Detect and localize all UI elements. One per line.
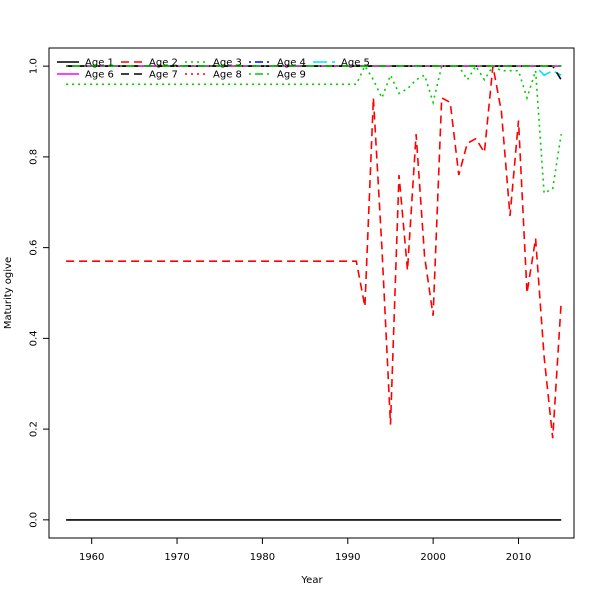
series-line-age-2 bbox=[66, 65, 562, 439]
x-tick-label: 2000 bbox=[420, 552, 445, 563]
legend-label-age-1: Age 1 bbox=[85, 58, 114, 69]
legend-label-age-6: Age 6 bbox=[85, 70, 114, 81]
legend-label-age-2: Age 2 bbox=[149, 58, 178, 69]
y-tick-label: 1.0 bbox=[29, 58, 40, 74]
legend-label-age-9: Age 9 bbox=[277, 70, 306, 81]
plot-box bbox=[48, 47, 575, 539]
legend-label-age-7: Age 7 bbox=[149, 70, 178, 81]
series-layer bbox=[66, 64, 562, 521]
legend: Age 1 Age 2 Age 3 Age 4 Age 5 Age 6 Age 7 Age 8… bbox=[57, 58, 370, 81]
y-axis-title: Maturity ogive bbox=[3, 257, 14, 329]
y-tick-label: 0.4 bbox=[29, 330, 40, 346]
x-axis: 1960 1970 1980 1990 2000 2010 bbox=[79, 538, 531, 563]
y-axis: 0.0 0.2 0.4 0.6 0.8 1.0 bbox=[29, 58, 49, 528]
legend-label-age-4: Age 4 bbox=[277, 58, 306, 69]
legend-label-age-5: Age 5 bbox=[341, 58, 370, 69]
series-line-age-7 bbox=[66, 65, 562, 81]
x-tick-label: 1970 bbox=[164, 552, 189, 563]
x-axis-title: Year bbox=[300, 575, 323, 586]
y-tick-label: 0.2 bbox=[29, 421, 40, 437]
y-tick-label: 0.8 bbox=[29, 149, 40, 165]
legend-label-age-8: Age 8 bbox=[213, 70, 242, 81]
y-tick-label: 0.0 bbox=[29, 512, 40, 528]
x-tick-label: 1960 bbox=[79, 552, 104, 563]
x-tick-label: 1980 bbox=[250, 552, 275, 563]
y-tick-label: 0.6 bbox=[29, 240, 40, 256]
legend-label-age-3: Age 3 bbox=[213, 58, 242, 69]
x-tick-label: 2010 bbox=[506, 552, 531, 563]
x-tick-label: 1990 bbox=[335, 552, 360, 563]
